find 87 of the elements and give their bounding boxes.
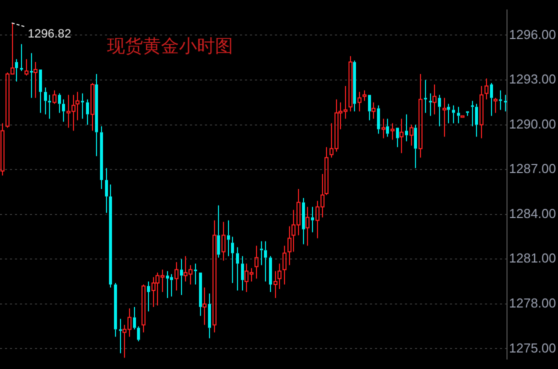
candlestick [414,124,417,169]
candlestick [306,206,310,246]
candlestick [170,274,173,297]
candlestick [222,221,226,262]
candlestick [353,60,356,112]
candlestick [15,58,18,82]
candlestick [405,114,408,142]
candlestick [418,74,422,158]
candlestick [348,56,352,112]
candlestick [62,98,65,122]
candlestick [358,91,362,112]
y-tick-label: 1278.00 [509,296,556,311]
candlestick [260,240,263,266]
candlestick [24,58,28,76]
candlestick [231,236,234,284]
candlestick [208,293,211,339]
candlestick [475,103,478,138]
candlestick [429,92,432,116]
candlestick [109,184,112,288]
candlestick [432,84,436,115]
candlestick [166,270,169,298]
candlestick [438,94,441,127]
text: 现货黄金小时图 [107,35,233,58]
candlestick [39,70,42,114]
candlestick [95,74,98,157]
candlestick [311,206,314,233]
candlestick [30,52,33,98]
candlestick [34,62,38,98]
candlestick [180,258,183,296]
candlestick [20,44,23,72]
candlestick [133,306,136,330]
candlestick [217,204,220,258]
candlestick [382,118,386,139]
candlestick [119,318,122,354]
y-tick-label: 1284.00 [509,206,556,221]
candlestick [202,287,206,326]
candlestick [81,92,84,120]
candlestick [484,78,488,100]
candlestick [447,103,450,124]
candlestick [105,168,108,214]
candlestick [236,246,239,292]
candlestick [199,272,202,316]
candlestick [396,128,399,148]
annotation: 1296.82 [28,26,72,40]
candlestick [494,97,498,114]
candlestick [504,94,507,112]
candlestick [100,126,103,190]
candlestick [147,281,150,312]
candlestick [282,245,286,286]
candlestick [212,220,216,333]
candlestick [368,94,371,121]
y-tick-label: 1287.00 [509,161,556,176]
candlestick [174,262,178,292]
candlestick [194,263,197,286]
candlestick [241,256,244,292]
y-tick-label: 1290.00 [509,116,556,132]
y-tick-label: 1296.00 [509,26,556,42]
candlestick [44,86,47,115]
y-tick-label: 1293.00 [509,72,556,87]
candlestick [86,98,89,126]
candlestick [410,124,414,146]
candlestick [457,106,460,124]
candlestick [442,97,446,138]
y-tick-label: 1275.00 [509,340,556,356]
candlestick [490,82,493,116]
candlestick [377,104,380,134]
candlestick [58,92,61,114]
candlestick [0,122,4,176]
candlestick [254,245,258,280]
candlestick [90,82,94,132]
y-tick-label: 1281.00 [509,250,556,266]
candlestick [452,104,455,124]
candlestick [137,326,140,342]
candlestick [48,94,51,120]
candlestick [152,276,156,308]
candlestick [499,90,502,110]
candlestick [424,79,427,114]
candlestick [471,100,474,127]
candlestick [114,282,117,338]
candlestick [466,111,469,116]
candlestick [386,118,389,138]
candlestick [400,118,404,154]
candlestick [372,102,376,120]
candlestick [480,85,484,139]
candlestick [264,240,267,282]
candlestick [269,256,272,293]
candlestick [302,197,305,245]
